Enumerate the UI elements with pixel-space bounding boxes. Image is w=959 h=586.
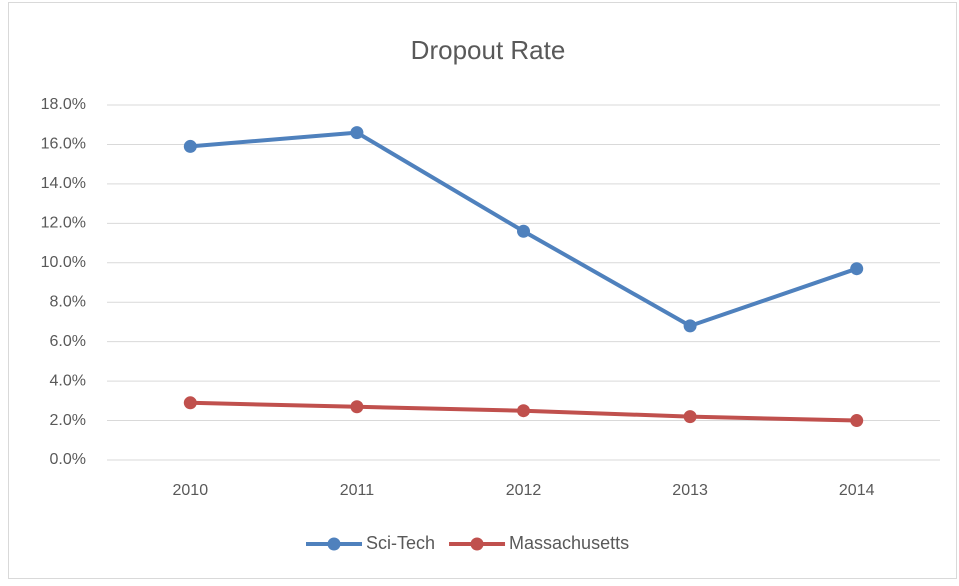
data-point [183,139,197,153]
x-tick-label: 2011 [340,482,375,499]
data-point [350,400,364,414]
data-point [683,410,697,424]
legend-marker [327,537,341,551]
data-point [350,126,364,140]
y-tick-label: 2.0% [50,412,86,429]
data-point [850,414,864,428]
x-tick-label: 2013 [672,482,708,499]
y-tick-label: 8.0% [50,293,86,310]
y-tick-label: 12.0% [41,215,86,232]
x-tick-label: 2010 [173,482,209,499]
y-tick-label: 10.0% [41,254,86,271]
x-tick-label: 2012 [506,482,542,499]
legend-label: Sci-Tech [366,533,435,553]
y-tick-label: 6.0% [50,333,86,350]
data-point [683,319,697,333]
legend-marker [470,537,484,551]
y-tick-label: 16.0% [41,136,86,153]
y-tick-label: 4.0% [50,372,86,389]
data-point [517,224,530,238]
data-point [183,396,197,410]
x-tick-label: 2014 [839,482,875,499]
y-tick-label: 14.0% [41,175,86,192]
y-tick-label: 18.0% [41,96,86,113]
data-point [850,262,864,276]
chart-title: Dropout Rate [411,35,566,65]
data-point [517,404,530,418]
chart-border [8,2,957,579]
y-tick-label: 0.0% [50,451,86,468]
legend-label: Massachusetts [509,533,629,553]
